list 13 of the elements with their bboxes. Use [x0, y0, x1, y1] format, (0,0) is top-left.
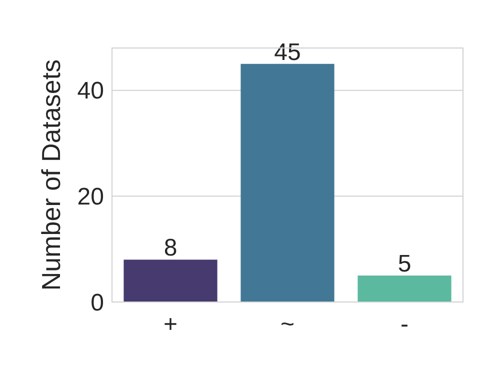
x-tick-label: + — [163, 311, 178, 338]
data-label: 45 — [274, 38, 301, 66]
y-tick-label: 0 — [90, 289, 104, 316]
x-tick-label: - — [400, 311, 408, 338]
bar — [240, 64, 334, 302]
y-axis-title: Number of Datasets — [36, 59, 66, 291]
bar — [124, 260, 218, 302]
y-tick-label: 20 — [77, 184, 104, 211]
data-label: 5 — [398, 250, 412, 278]
bar — [358, 276, 452, 302]
y-tick-label: 40 — [77, 78, 104, 105]
x-tick-label: ~ — [280, 311, 295, 338]
data-label: 8 — [164, 234, 178, 262]
